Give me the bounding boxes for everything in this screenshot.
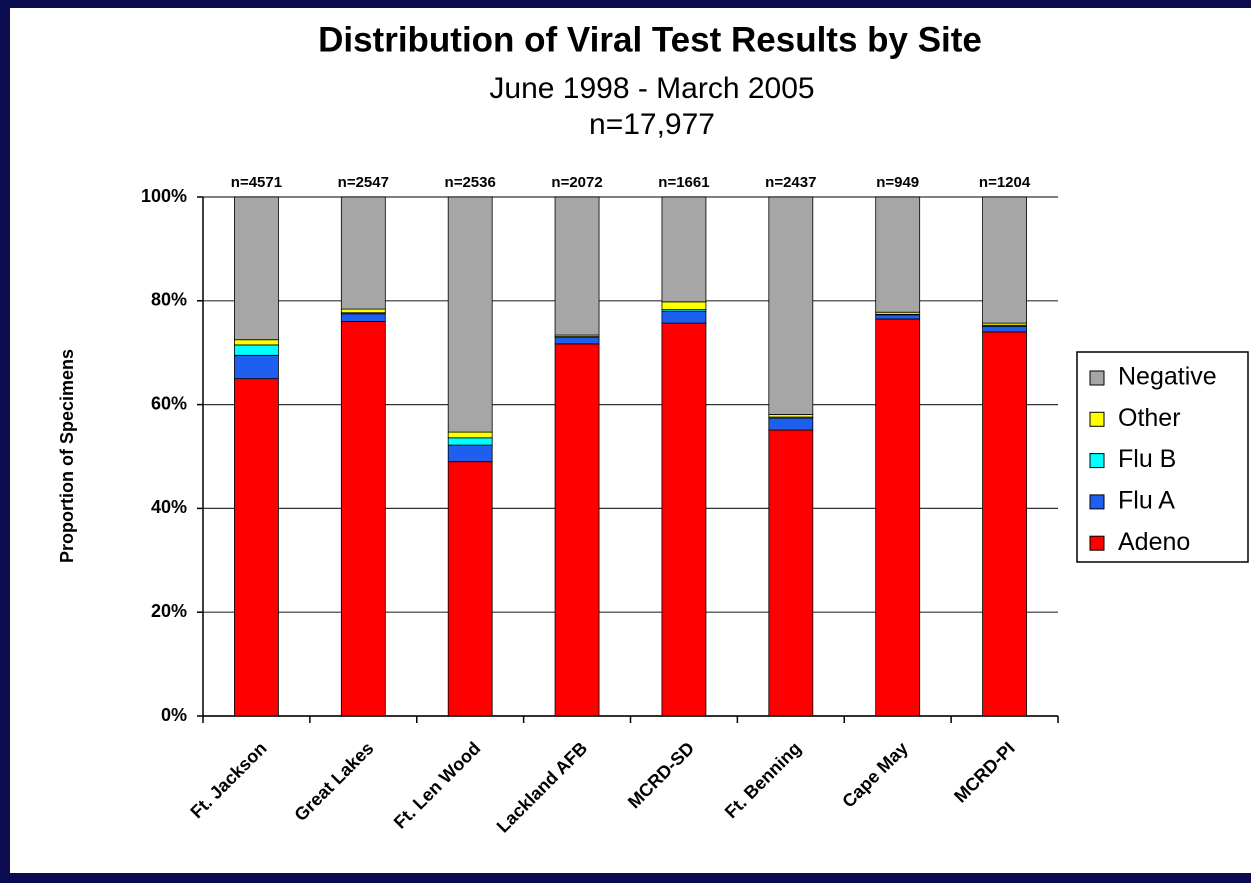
chart-title: Distribution of Viral Test Results by Si…: [318, 20, 982, 59]
legend-label: Adeno: [1118, 528, 1190, 556]
bar-segment: [875, 314, 921, 320]
bar-label: n=1661: [658, 174, 709, 191]
bar-segment: [661, 322, 707, 717]
bar-segment: [447, 431, 493, 439]
bar-segment: [661, 196, 707, 303]
legend-label: Flu A: [1118, 487, 1175, 515]
legend-swatch: [1089, 494, 1105, 510]
y-tick-label: 20%: [151, 601, 187, 621]
legend-swatch: [1089, 535, 1105, 551]
bar-segment: [554, 196, 600, 336]
bar-segment: [982, 325, 1027, 333]
background: [10, 8, 1251, 873]
bar-segment: [768, 417, 814, 431]
bar-segment: [768, 429, 814, 717]
y-tick-label: 60%: [151, 393, 187, 413]
chart-subtitle: June 1998 - March 2005: [489, 72, 814, 105]
bar-segment: [234, 378, 279, 717]
legend-swatch: [1089, 453, 1105, 469]
bar-segment: [234, 344, 279, 356]
bar-segment: [447, 461, 493, 717]
legend-label: Other: [1118, 404, 1181, 432]
legend-box: [1076, 351, 1249, 563]
bar-segment: [234, 196, 279, 341]
y-axis-label: Proportion of Specimens: [57, 349, 77, 563]
y-tick-label: 40%: [151, 497, 187, 517]
bar-segment: [875, 318, 921, 717]
bar-label: n=2547: [338, 174, 389, 191]
bar-segment: [875, 196, 921, 313]
legend-swatch: [1089, 370, 1105, 386]
y-tick-label: 80%: [151, 290, 187, 310]
bar-segment: [234, 354, 279, 380]
bar-label: n=2536: [445, 174, 496, 191]
bar-segment: [340, 196, 386, 310]
bar-segment: [340, 308, 386, 314]
bar-segment: [447, 444, 493, 463]
bar-segment: [554, 336, 600, 345]
y-tick-label: 0%: [161, 705, 187, 725]
chart-subtitle: n=17,977: [589, 108, 715, 141]
y-tick-label: 100%: [141, 186, 187, 206]
bar-segment: [340, 321, 386, 717]
bar-label: n=4571: [231, 174, 282, 191]
bar-label: n=949: [876, 174, 919, 191]
bar-label: n=1204: [979, 174, 1031, 191]
legend-label: Flu B: [1118, 445, 1176, 473]
bar-segment: [554, 343, 600, 717]
bar-segment: [661, 301, 707, 311]
bar-segment: [661, 310, 707, 324]
bar-segment: [982, 331, 1027, 717]
bar-label: n=2437: [765, 174, 816, 191]
bar-segment: [982, 196, 1027, 324]
legend-label: Negative: [1118, 363, 1217, 391]
bar-segment: [447, 196, 493, 433]
legend-swatch: [1089, 411, 1105, 427]
bar-segment: [768, 196, 814, 415]
bar-segment: [447, 437, 493, 446]
bar-label: n=2072: [551, 174, 602, 191]
bar-segment: [234, 339, 279, 346]
bar-segment: [340, 313, 386, 322]
